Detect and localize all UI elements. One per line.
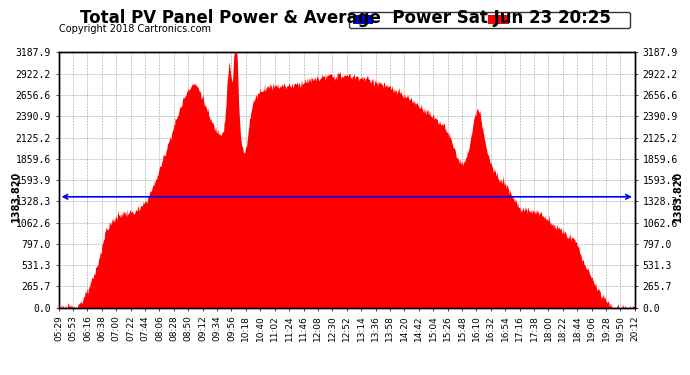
- Text: 1383.820: 1383.820: [10, 171, 21, 222]
- Text: 1383.820: 1383.820: [673, 171, 683, 222]
- Legend: Average  (DC Watts), PV Panels  (DC Watts): Average (DC Watts), PV Panels (DC Watts): [349, 12, 629, 28]
- Text: Copyright 2018 Cartronics.com: Copyright 2018 Cartronics.com: [59, 24, 210, 34]
- Text: Total PV Panel Power & Average  Power Sat Jun 23 20:25: Total PV Panel Power & Average Power Sat…: [79, 9, 611, 27]
